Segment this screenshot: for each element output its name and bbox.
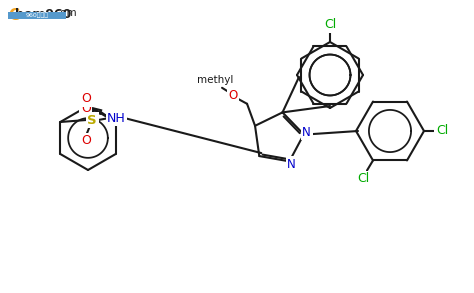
Text: N: N <box>302 126 311 139</box>
FancyBboxPatch shape <box>8 12 66 19</box>
Text: O: O <box>82 93 91 105</box>
Text: .com: .com <box>52 8 78 18</box>
Text: NH: NH <box>107 112 126 125</box>
Text: hem960: hem960 <box>15 8 72 21</box>
Text: S: S <box>88 113 97 127</box>
Text: C: C <box>8 8 19 23</box>
Text: 960化工网: 960化工网 <box>26 13 48 18</box>
Text: O: O <box>228 89 237 102</box>
Text: N: N <box>287 158 296 171</box>
Text: O: O <box>82 134 91 147</box>
Text: O: O <box>81 103 91 115</box>
Text: Cl: Cl <box>357 172 369 185</box>
Text: Cl: Cl <box>324 18 336 32</box>
Text: Cl: Cl <box>436 125 448 137</box>
Text: methyl: methyl <box>197 75 233 85</box>
